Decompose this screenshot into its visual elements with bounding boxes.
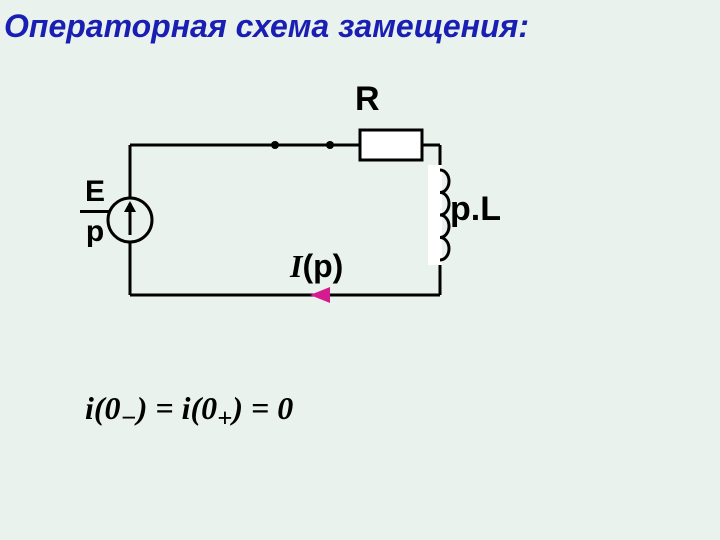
slide-title: Операторная схема замещения:	[4, 8, 529, 45]
eq-sub-minus: −	[121, 402, 137, 432]
source-denominator: p	[86, 215, 104, 248]
eq-sub-plus: +	[217, 402, 232, 432]
current-label-p: (p)	[302, 248, 343, 284]
inductor	[428, 165, 449, 265]
voltage-source	[108, 198, 152, 242]
current-label-i: I	[290, 248, 302, 284]
eq-part-0: i(0	[85, 390, 121, 426]
resistor	[360, 130, 422, 160]
current-arrow	[310, 287, 330, 303]
circuit-wires	[130, 145, 440, 295]
current-label: I(p)	[290, 248, 343, 285]
eq-part-2: ) = i(0	[137, 390, 217, 426]
inductor-label: p.L	[450, 190, 501, 229]
eq-part-4: ) = 0	[232, 390, 293, 426]
source-numerator: E	[85, 175, 105, 208]
fraction-bar	[80, 210, 110, 213]
source-label: E p	[80, 175, 110, 248]
initial-condition-equation: i(0−) = i(0+) = 0	[85, 390, 293, 433]
slide: Операторная схема замещения: E p R p.L I…	[0, 0, 720, 540]
resistor-label: R	[355, 80, 380, 119]
